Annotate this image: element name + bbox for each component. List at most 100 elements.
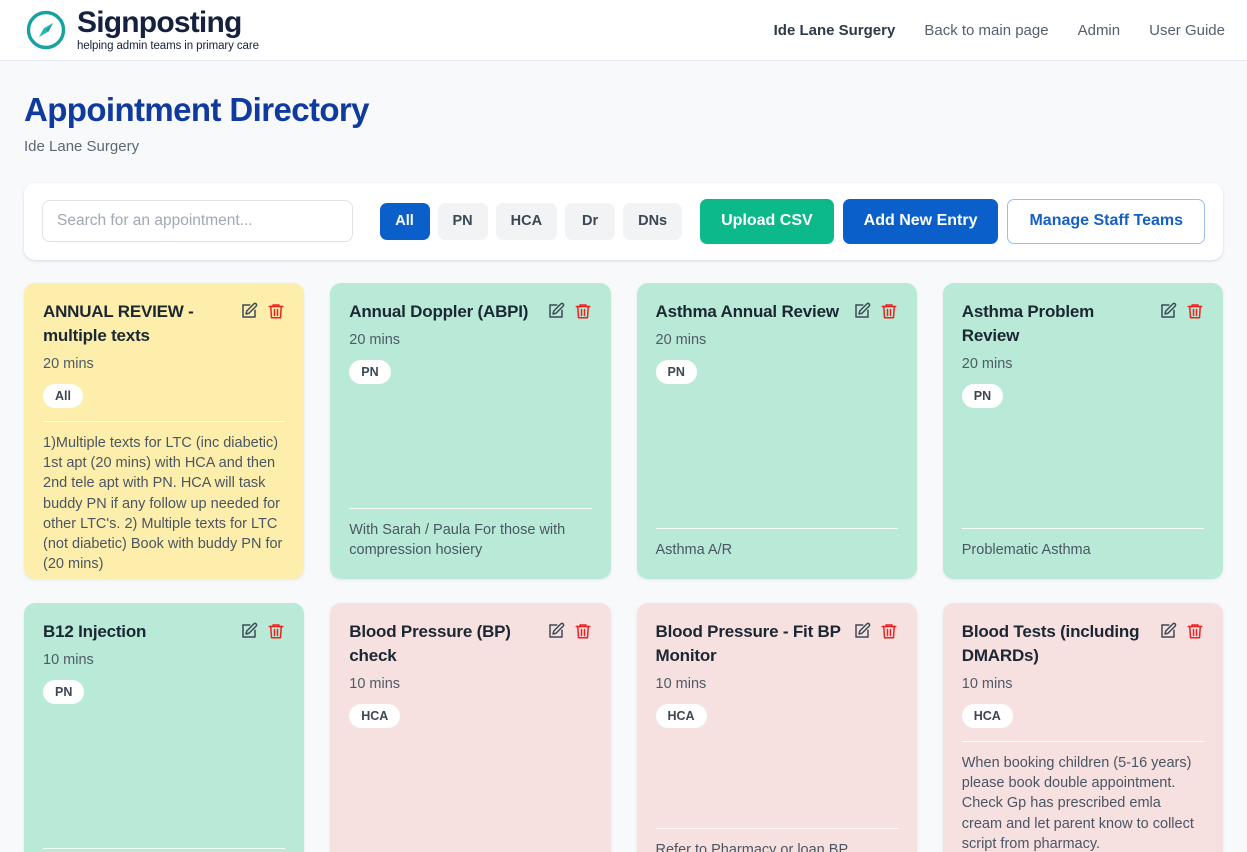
search-input[interactable] [42, 200, 353, 243]
trash-icon[interactable] [574, 622, 592, 640]
trash-icon[interactable] [267, 622, 285, 640]
card-title: B12 Injection [43, 621, 147, 641]
card-badge: PN [43, 680, 85, 705]
card-action-icons [240, 300, 285, 320]
card-badge-row: PN [43, 680, 285, 705]
appointment-card[interactable]: Blood Pressure - Fit BP Monitor 10 mins HC… [636, 602, 917, 852]
appointment-card[interactable]: Blood Pressure (BP) check 10 mins HCA [330, 602, 611, 852]
app-header: Signposting helping admin teams in prima… [0, 0, 1247, 61]
filter-button-group: All PN HCA Dr DNs [379, 202, 683, 240]
card-title: Blood Tests (including DMARDs) [961, 621, 1140, 666]
card-header: Blood Pressure (BP) check [349, 620, 591, 668]
edit-icon[interactable] [1159, 622, 1177, 640]
card-divider [655, 527, 898, 529]
card-badge-row: PN [655, 360, 898, 385]
nav-item-admin[interactable]: Admin [1077, 21, 1121, 39]
card-title: Asthma Problem Review [961, 301, 1095, 346]
trash-icon[interactable] [880, 622, 898, 640]
filter-all-button[interactable]: All [379, 202, 430, 240]
card-divider [43, 847, 286, 849]
brand-logo[interactable]: Signposting helping admin teams in prima… [24, 5, 259, 53]
add-new-entry-button[interactable]: Add New Entry [842, 198, 999, 244]
edit-icon[interactable] [240, 302, 258, 320]
edit-icon[interactable] [1159, 302, 1177, 320]
card-header: Blood Tests (including DMARDs) [962, 620, 1204, 668]
card-title: ANNUAL REVIEW - multiple texts [43, 301, 194, 346]
card-description: Asthma A/R [655, 541, 733, 558]
card-duration: 20 mins [349, 332, 401, 349]
brand-tagline: helping admin teams in primary care [77, 40, 259, 53]
card-badge-row: HCA [655, 704, 898, 729]
upload-csv-button[interactable]: Upload CSV [700, 198, 834, 244]
card-duration: 10 mins [961, 676, 1013, 693]
main-nav: Ide Lane Surgery Back to main page Admin… [774, 22, 1225, 39]
edit-icon[interactable] [853, 302, 871, 320]
edit-icon[interactable] [547, 622, 565, 640]
card-title: Blood Pressure (BP) check [349, 621, 511, 666]
trash-icon[interactable] [267, 302, 285, 320]
card-badge-row: PN [961, 384, 1204, 409]
card-title: Blood Pressure - Fit BP Monitor [655, 621, 841, 666]
page-title: Appointment Directory [24, 91, 370, 128]
card-duration: 10 mins [655, 676, 707, 693]
card-duration: 10 mins [349, 676, 401, 693]
card-badge: PN [349, 360, 391, 385]
nav-item-ide-lane-surgery[interactable]: Ide Lane Surgery [773, 21, 896, 39]
card-divider [961, 527, 1204, 529]
card-header: Asthma Problem Review [962, 300, 1204, 348]
card-spacer [656, 384, 898, 528]
card-spacer [962, 408, 1204, 528]
card-duration: 20 mins [43, 356, 94, 373]
compass-icon [26, 10, 66, 50]
card-spacer [43, 574, 285, 578]
trash-icon[interactable] [1186, 302, 1204, 320]
filter-hca-button[interactable]: HCA [495, 202, 558, 240]
nav-item-user-guide[interactable]: User Guide [1149, 21, 1225, 39]
card-badge-row: HCA [349, 704, 591, 729]
card-header: Blood Pressure - Fit BP Monitor [656, 620, 898, 668]
card-badge: PN [655, 360, 697, 385]
card-description: When booking children (5-16 years) pleas… [961, 755, 1194, 852]
appointment-card[interactable]: ANNUAL REVIEW - multiple texts 20 mins All… [24, 282, 305, 579]
card-duration: 20 mins [961, 356, 1013, 373]
card-badge: HCA [961, 704, 1013, 729]
card-header: B12 Injection [43, 620, 285, 644]
appointment-card[interactable]: Blood Tests (including DMARDs) 10 mins HCA… [942, 602, 1223, 852]
appointment-card[interactable]: Asthma Problem Review 20 mins PN Problemati… [942, 282, 1223, 579]
card-spacer [43, 704, 285, 848]
card-title: Annual Doppler (ABPI) [349, 301, 529, 321]
card-spacer [656, 728, 898, 827]
card-badge-row: PN [349, 360, 591, 385]
page-subtitle: Ide Lane Surgery [24, 137, 140, 155]
card-duration: 20 mins [655, 332, 707, 349]
trash-icon[interactable] [880, 302, 898, 320]
card-badge-row: All [43, 384, 285, 409]
card-header: Asthma Annual Review [656, 300, 898, 324]
edit-icon[interactable] [547, 302, 565, 320]
appointment-card[interactable]: Annual Doppler (ABPI) 20 mins PN With Sarah… [330, 282, 611, 579]
card-badge: All [43, 384, 83, 409]
card-action-icons [547, 620, 592, 640]
card-action-icons [547, 300, 592, 320]
card-title: Asthma Annual Review [655, 301, 840, 321]
card-header: ANNUAL REVIEW - multiple texts [43, 300, 285, 348]
brand-name: Signposting [77, 5, 242, 39]
edit-icon[interactable] [240, 622, 258, 640]
filter-dr-button[interactable]: Dr [565, 202, 616, 240]
appointment-card[interactable]: Asthma Annual Review 20 mins PN Asthma A/R [636, 282, 917, 579]
trash-icon[interactable] [574, 302, 592, 320]
trash-icon[interactable] [1186, 622, 1204, 640]
nav-item-back-to-main-page[interactable]: Back to main page [924, 21, 1049, 39]
card-spacer [349, 728, 591, 852]
manage-staff-teams-button[interactable]: Manage Staff Teams [1007, 198, 1205, 244]
card-divider [655, 827, 898, 829]
card-description: Refer to Pharmacy or loan BP monitor her… [655, 841, 848, 852]
edit-icon[interactable] [853, 622, 871, 640]
card-action-icons [1159, 300, 1204, 320]
filter-dns-button[interactable]: DNs [623, 202, 683, 240]
card-action-icons [1159, 620, 1204, 640]
page-header: Appointment Directory Ide Lane Surgery [0, 61, 1247, 155]
card-divider [349, 507, 592, 509]
filter-pn-button[interactable]: PN [437, 202, 488, 240]
